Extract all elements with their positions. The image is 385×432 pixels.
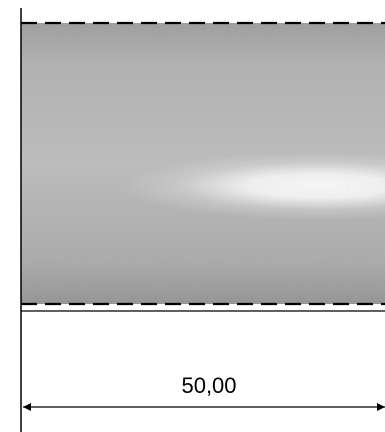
metal-grain bbox=[21, 23, 385, 304]
dimension-value: 50,00 bbox=[181, 373, 236, 398]
metal-part bbox=[21, 23, 385, 304]
